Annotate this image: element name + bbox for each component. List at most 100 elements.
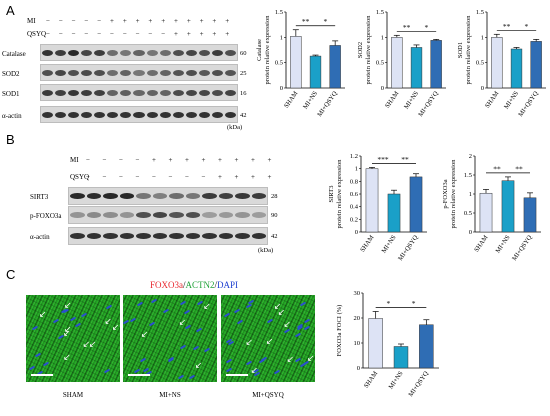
mi-row-label: MI (27, 17, 36, 25)
category-label: SHAM (359, 234, 376, 254)
y-axis-label: p-FOXO3a (442, 179, 449, 208)
protein-band (202, 193, 217, 199)
category-label: MI+NS (302, 90, 319, 111)
foci-arrow-icon: ↙ (245, 338, 253, 349)
protein-band (211, 69, 223, 76)
y-axis-label: protein relative expression (450, 159, 457, 229)
y-tick-label: 0.2 (350, 216, 358, 223)
minus-sign: − (102, 156, 107, 164)
plus-sign: + (251, 156, 255, 164)
minus-sign: − (135, 156, 140, 164)
mw-marker: 42 (240, 112, 247, 119)
protein-band (185, 212, 200, 218)
protein-band (86, 193, 101, 199)
minus-sign: − (201, 173, 206, 181)
plus-sign: + (148, 17, 153, 25)
panel-letter-b: B (6, 132, 15, 147)
bar-chart-sirt3: 0 0.2 0.4 0.6 0.8 1 1.2 SIRT3 protein relative e… (328, 153, 427, 262)
nucleus-stain (303, 318, 310, 324)
protein-band (94, 89, 106, 96)
y-tick-label: 0.4 (350, 204, 359, 211)
foci-arrow-icon: ↙ (277, 307, 286, 318)
protein-band (185, 49, 197, 56)
significance-label: ** (515, 164, 523, 173)
panel-letter-c: C (6, 267, 16, 282)
significance-label: * (524, 22, 528, 31)
blot-label-catalase: Catalase (2, 50, 26, 58)
plus-sign: + (135, 17, 140, 25)
y-tick-label: 10 (354, 340, 361, 347)
nucleus-stain (74, 322, 81, 328)
protein-band (55, 111, 67, 118)
scale-bar (128, 374, 150, 376)
plus-sign: + (174, 30, 178, 38)
y-tick-label: 0 (381, 85, 384, 92)
protein-band (70, 212, 85, 218)
protein-band (68, 89, 80, 96)
y-tick-label: 0 (355, 229, 358, 236)
plus-sign: + (267, 173, 272, 181)
nucleus-stain (177, 374, 185, 380)
bar-chart-catalase: 0 0.5 1 1.5 Catalase protein relative express… (256, 9, 345, 118)
protein-band (169, 233, 184, 239)
nucleus-stain (196, 300, 203, 306)
blot-label-sod2: SOD2 (2, 70, 20, 78)
y-axis-label: FOXO3a FOCI (%) (336, 305, 343, 357)
protein-band (159, 111, 171, 118)
blot-label-alpha-actin: α-actin (2, 112, 22, 120)
category-label: MI+NS (380, 234, 397, 255)
protein-band (68, 69, 80, 76)
foci-arrow-icon: ↙ (286, 355, 295, 366)
foci-arrow-icon: ↙ (64, 325, 72, 336)
nucleus-stain (167, 356, 174, 361)
panel-letter-a: A (6, 3, 15, 18)
protein-band (42, 49, 54, 56)
protein-band (211, 89, 223, 96)
protein-band (211, 49, 223, 56)
y-tick-label: 1 (381, 34, 384, 41)
bar (391, 37, 403, 89)
minus-sign: − (97, 17, 102, 25)
bar (419, 324, 434, 369)
nucleus-stain (179, 344, 187, 350)
plus-sign: + (199, 30, 204, 38)
foci-arrow-icon: ↙ (250, 365, 259, 376)
protein-band (169, 193, 184, 199)
foci-arrow-icon: ↙ (111, 323, 120, 334)
protein-band (198, 49, 210, 56)
minus-sign: − (84, 17, 89, 25)
y-axis-label: protein relative expression (465, 15, 472, 85)
minus-sign: − (161, 30, 166, 38)
plus-sign: + (234, 156, 239, 164)
protein-band (136, 212, 151, 218)
protein-band (185, 111, 197, 118)
y-tick-label: 0 (280, 85, 283, 92)
nucleus-stain (104, 369, 111, 374)
bar (387, 193, 401, 233)
minus-sign: − (185, 173, 189, 181)
protein-band (224, 49, 236, 56)
category-label: MI+QSYQ (511, 234, 534, 262)
protein-band (224, 89, 236, 96)
nucleus-stain (163, 308, 170, 314)
protein-band (55, 49, 67, 56)
nucleus-stain (123, 319, 130, 325)
foxo3a-stain-label: FOXO3a (150, 280, 183, 290)
protein-band (159, 69, 171, 76)
minus-sign: − (110, 30, 114, 38)
nucleus-stain (183, 309, 191, 315)
y-tick-label: 0.8 (350, 178, 358, 185)
bar (393, 346, 409, 369)
foci-arrow-icon: ↙ (140, 330, 149, 341)
dapi-stain-label: DAPI (217, 280, 239, 290)
protein-band (146, 89, 158, 96)
category-label: SHAM (484, 90, 501, 110)
protein-band (198, 69, 210, 76)
protein-band (185, 69, 197, 76)
nucleus-stain (299, 302, 307, 307)
protein-band (133, 69, 145, 76)
protein-band (107, 49, 119, 56)
y-tick-label: 1.5 (476, 9, 484, 16)
bar-chart-sod1: 0 0.5 1 1.5 SOD1 protein relative expression S… (457, 9, 546, 118)
protein-band (218, 233, 233, 239)
